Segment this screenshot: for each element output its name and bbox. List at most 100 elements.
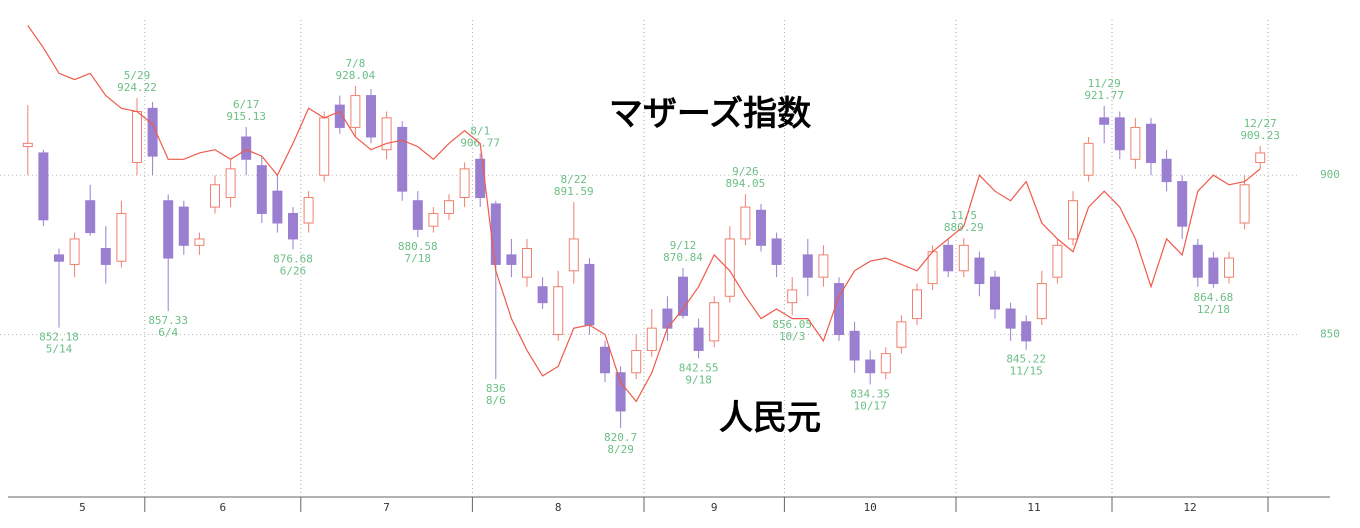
candle-body [662,308,673,329]
candle-body [522,248,532,278]
candle-body [849,330,860,361]
low-date-label: 11/15 [1010,365,1043,378]
high-date-label: 8/22 [561,173,588,186]
low-value-label: 834.35 [850,387,890,400]
candle-body [740,206,751,240]
candle-body [1224,257,1234,278]
candle-body [693,327,704,351]
candle-body [600,346,610,374]
candle-body [1192,244,1203,278]
x-tick-label: 9 [711,501,718,514]
candle-body [381,117,392,151]
candle-body [802,254,813,278]
low-date-label: 6/26 [280,265,307,278]
low-date-label: 8/6 [486,394,506,407]
candle-body [865,359,876,374]
candle-body [943,244,954,272]
candle-body [568,238,579,272]
y-tick-label: 850 [1320,328,1340,341]
candle-body [724,238,735,297]
candle-body [412,200,423,230]
candle-body [334,104,345,128]
candle-body [178,206,189,246]
low-date-label: 10/17 [854,399,887,412]
candle-body [896,321,907,348]
candle-body [787,289,798,304]
candle-body [990,276,1000,310]
candle-body [194,238,205,246]
candle-body [147,107,158,157]
candle-body [100,248,111,265]
candle-body [350,95,361,128]
x-tick-label: 5 [79,501,86,514]
low-value-label: 880.58 [398,240,438,253]
high-value-label: 894.05 [726,177,766,190]
candle-body [678,276,688,316]
x-tick-label: 12 [1183,501,1196,514]
candle-body [1161,158,1172,183]
candle-body [256,165,267,214]
candle-body [584,263,595,326]
x-tick-label: 10 [864,501,877,514]
candle-body [428,212,439,227]
high-value-label: 880.29 [944,221,984,234]
low-date-label: 7/18 [405,252,432,265]
x-tick-label: 6 [219,501,226,514]
candle-series-label: マザーズ指数 [609,94,811,134]
high-value-label: 924.22 [117,81,157,94]
candle-body [631,349,642,374]
high-date-label: 9/26 [732,165,759,178]
high-date-label: 8/1 [470,125,490,138]
candle-body [1036,283,1047,320]
candle-body [85,200,96,234]
low-date-label: 9/18 [685,373,712,386]
low-value-label: 876.68 [273,253,313,266]
low-value-label: 820.7 [604,431,637,444]
high-value-label: 891.59 [554,185,594,198]
candle-body [210,184,220,208]
low-value-label: 842.55 [679,361,719,374]
candle-body [366,95,376,138]
candle-body [241,136,252,160]
candle-body [709,302,720,342]
low-date-label: 5/14 [46,343,73,356]
low-value-label: 856.05 [772,318,812,331]
candle-body [771,238,782,265]
x-tick-label: 8 [555,501,562,514]
candle-body [1083,142,1094,176]
high-date-label: 11/5 [951,209,978,222]
high-value-label: 921.77 [1084,89,1124,102]
candle-body [319,117,330,176]
candle-body [54,254,64,262]
low-date-label: 12/18 [1197,303,1230,316]
candle-body [288,212,298,240]
low-value-label: 857.33 [148,314,188,327]
candle-body [506,254,517,265]
candle-body [163,200,174,259]
candle-body [225,168,236,199]
candle-body [1208,257,1219,285]
candle-body [615,372,626,412]
candle-body [38,152,49,221]
candle-body [1005,308,1016,329]
candle-body [756,209,766,246]
candle-body [1052,244,1063,278]
candle-body [69,238,80,265]
low-value-label: 864.68 [1194,291,1234,304]
x-tick-label: 7 [383,501,390,514]
candle-body [912,289,922,320]
low-value-label: 845.22 [1006,353,1046,366]
candle-body [490,203,501,265]
candle-body [1146,123,1156,163]
high-date-label: 7/8 [345,57,365,70]
candle-body [1021,321,1032,342]
candle-body [116,212,127,262]
high-value-label: 915.13 [226,110,266,123]
line-series-label: 人民元 [719,398,821,438]
high-date-label: 6/17 [233,98,260,111]
candle-body [880,353,891,374]
low-date-label: 8/29 [607,443,634,456]
candle-body [537,286,548,304]
candle-body [1130,126,1141,160]
